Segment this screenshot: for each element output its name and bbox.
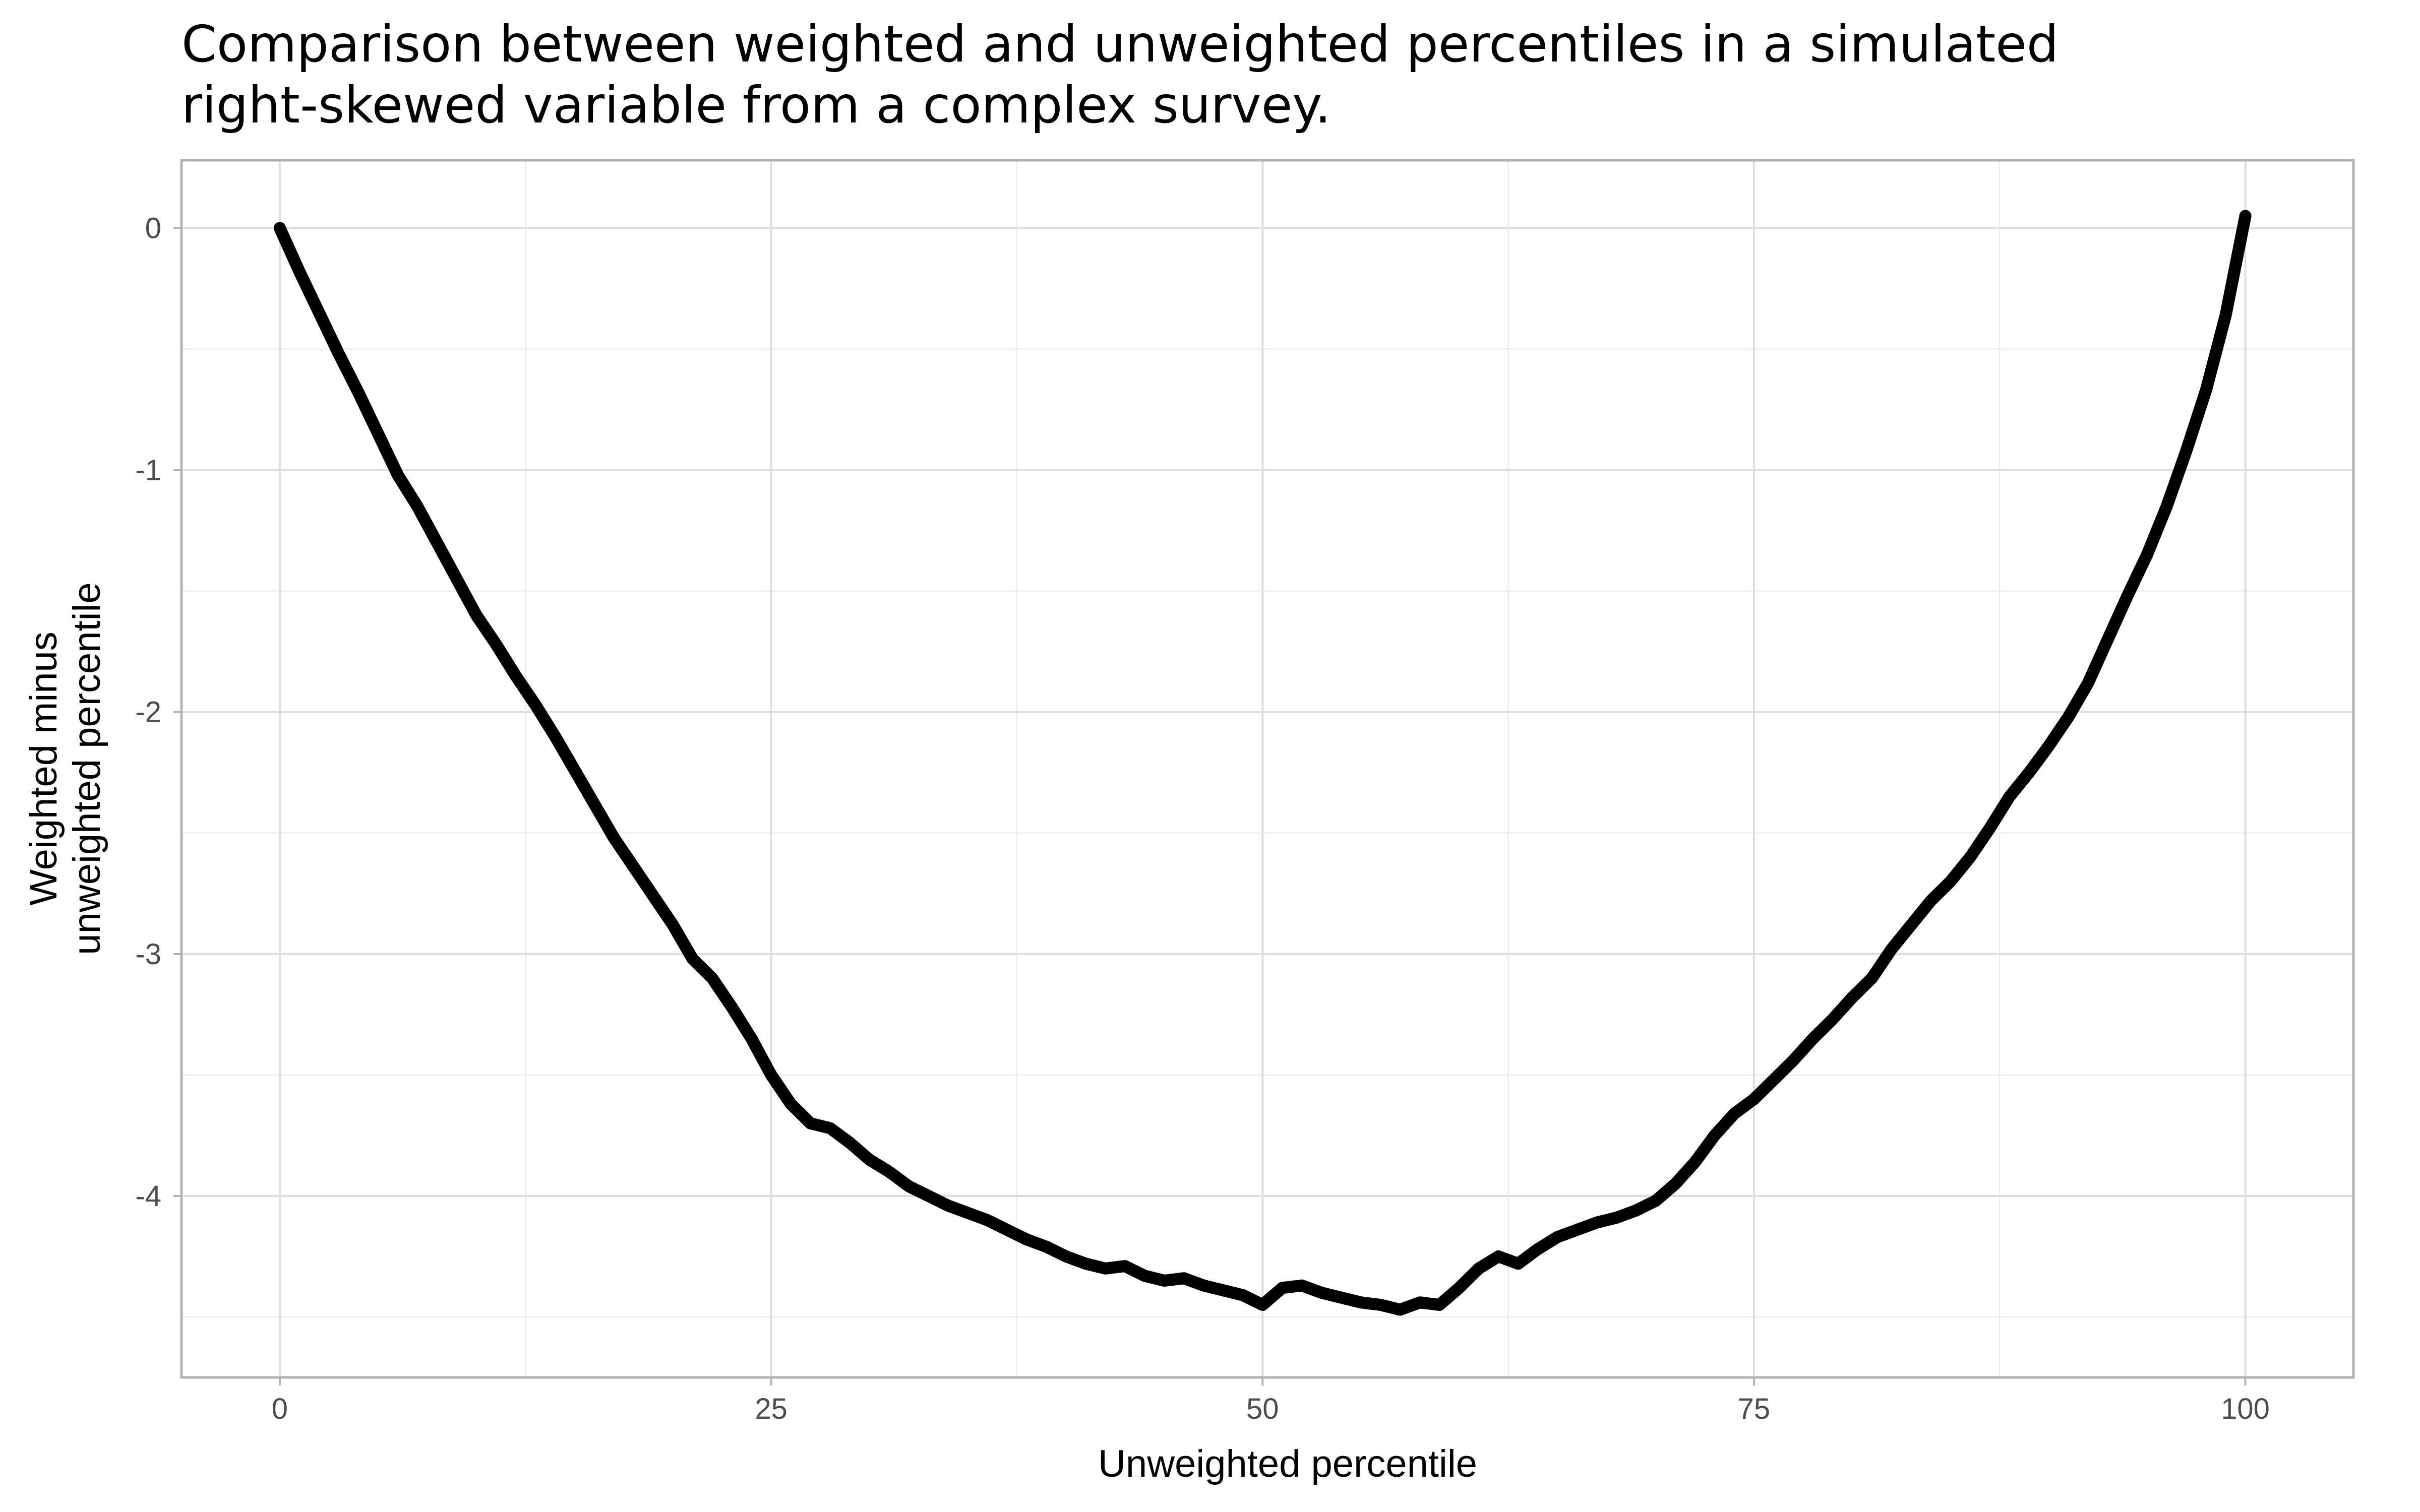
y-axis-title-line-1: Weighted minus: [22, 632, 65, 906]
y-tick-label: -3: [135, 938, 161, 971]
series-line: [273, 210, 2252, 1316]
y-tick-label: 0: [145, 212, 161, 244]
x-tick-label: 75: [1738, 1393, 1771, 1425]
x-tick-label: 100: [2221, 1393, 2270, 1425]
plot-panel-border: [180, 159, 2355, 1379]
x-tick-label: 25: [755, 1393, 788, 1425]
y-tick-label: -2: [135, 696, 161, 729]
plot-series: [273, 210, 2252, 1316]
x-tick-label: 50: [1246, 1393, 1279, 1425]
y-tick-label: -4: [135, 1180, 161, 1213]
y-axis-title-line-2: unweighted percentile: [66, 582, 108, 955]
y-axis-title: Weighted minus unweighted percentile: [22, 582, 108, 955]
chart-title-line-2: right-skewed variable from a complex sur…: [182, 76, 1331, 135]
y-tick-label: -1: [135, 454, 161, 487]
y-axis-ticks: 0 -1 -2 -3 -4: [135, 212, 182, 1213]
minor-gridlines: [182, 160, 2353, 1377]
x-axis-ticks: 0 25 50 75 100: [272, 1377, 2270, 1425]
x-tick-label: 0: [272, 1393, 288, 1425]
x-axis-title: Unweighted percentile: [1098, 1442, 1477, 1485]
chart-title-line-1: Comparison between weighted and unweight…: [182, 15, 2059, 74]
major-gridlines: [182, 160, 2353, 1377]
